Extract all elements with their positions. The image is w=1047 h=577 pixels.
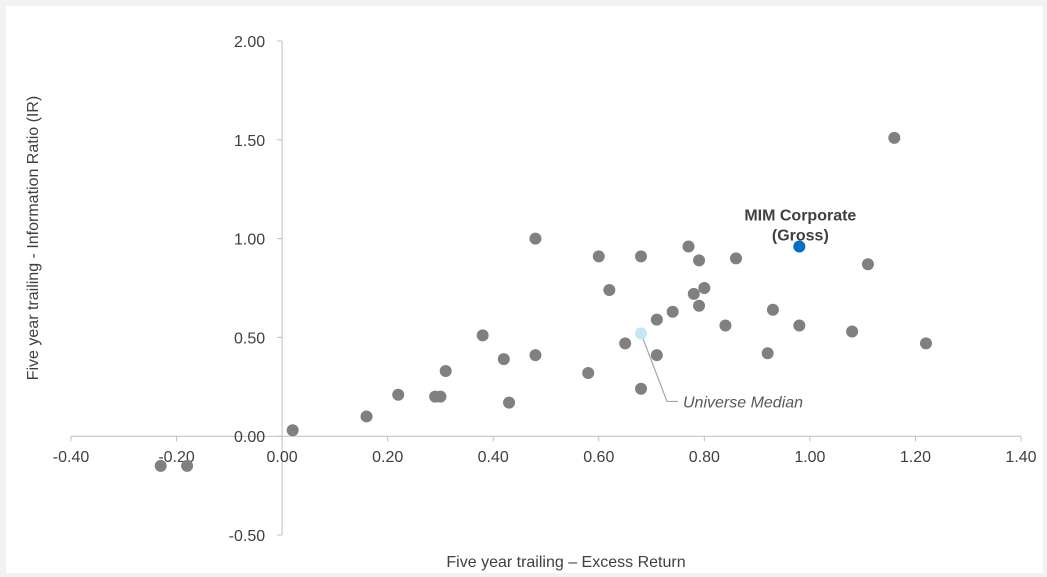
median-annotation: Universe Median — [683, 394, 803, 411]
y-tick-label: 1.50 — [234, 133, 265, 150]
universe-median-point — [635, 327, 647, 340]
y-tick-label: -0.50 — [229, 528, 266, 545]
universe-point — [888, 131, 901, 144]
universe-point — [766, 303, 779, 316]
universe-point — [439, 364, 452, 377]
universe-point — [529, 232, 542, 245]
universe-point — [693, 254, 706, 267]
y-tick-label: 0.50 — [234, 330, 265, 347]
universe-point — [619, 337, 632, 350]
universe-point — [761, 347, 774, 360]
mim-annotation-line1: MIM Corporate — [744, 208, 856, 225]
y-tick-label: 1.00 — [234, 232, 265, 249]
x-tick-label: 1.20 — [900, 449, 931, 466]
x-tick-label: 0.20 — [372, 449, 403, 466]
universe-point — [181, 459, 194, 472]
x-tick-label: 0.80 — [689, 449, 720, 466]
y-axis-title: Five year trailing - Information Ratio (… — [25, 96, 42, 381]
x-axis-title: Five year trailing – Excess Return — [446, 554, 685, 571]
universe-point — [730, 252, 742, 265]
universe-point — [392, 388, 405, 401]
data-points — [154, 131, 932, 472]
universe-point — [286, 424, 299, 437]
universe-point — [650, 349, 663, 362]
universe-point — [476, 329, 489, 342]
median-leader-line — [640, 333, 678, 403]
universe-point — [497, 353, 510, 366]
mim-annotation-line2: (Gross) — [772, 228, 829, 245]
y-tick-labels: 2.00 1.50 1.00 0.50 0.00 -0.50 — [229, 34, 283, 545]
universe-point — [666, 305, 679, 318]
y-tick-label: 2.00 — [234, 34, 265, 51]
x-tick-label: 1.00 — [794, 449, 825, 466]
scatter-chart: -0.40 -0.20 0.00 0.20 0.40 0.60 0.80 1.00 1.20 1.… — [25, 34, 1037, 571]
chart-area: -0.40 -0.20 0.00 0.20 0.40 0.60 0.80 1.00 1.20 1.… — [6, 6, 1043, 573]
universe-point — [846, 325, 859, 338]
universe-point — [861, 258, 874, 271]
median-leader — [640, 333, 678, 403]
x-tick-label: 0.40 — [478, 449, 509, 466]
universe-point — [693, 299, 706, 312]
mim-corporate-point — [793, 240, 806, 253]
universe-point — [529, 349, 542, 362]
universe-point — [698, 282, 711, 294]
universe-point — [635, 382, 647, 395]
x-tick-label: -0.40 — [53, 449, 90, 466]
universe-point — [682, 240, 695, 253]
x-tick-labels: -0.40 -0.20 0.00 0.20 0.40 0.60 0.80 1.00 1.20 1.… — [53, 436, 1037, 466]
universe-point — [582, 366, 595, 379]
universe-point — [154, 459, 167, 472]
x-tick-label: 1.40 — [1005, 449, 1036, 466]
universe-point — [360, 410, 373, 423]
universe-point — [434, 390, 447, 403]
y-tick-label: 0.00 — [234, 429, 265, 446]
universe-point — [920, 337, 932, 350]
universe-point — [687, 287, 700, 300]
universe-point — [793, 319, 806, 332]
universe-point — [650, 313, 663, 326]
universe-point — [592, 250, 605, 263]
universe-point — [719, 319, 732, 332]
axes — [71, 41, 1021, 535]
x-tick-label: 0.00 — [267, 449, 298, 466]
x-tick-label: 0.60 — [583, 449, 614, 466]
universe-point — [503, 396, 516, 409]
universe-point — [603, 283, 616, 296]
universe-point — [635, 250, 647, 263]
